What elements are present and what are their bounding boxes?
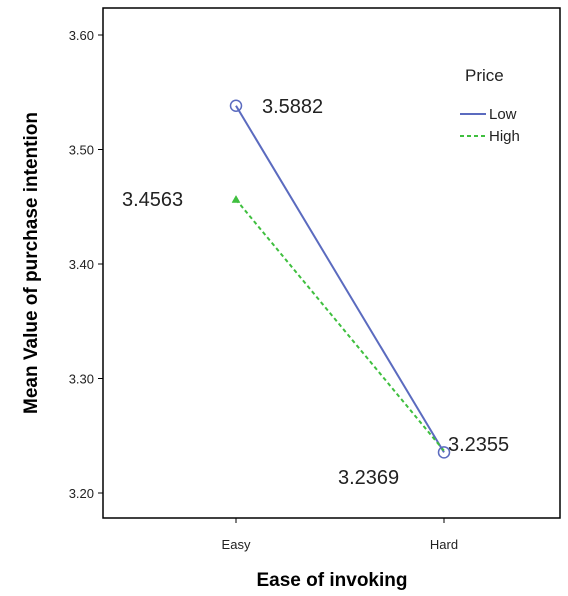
y-axis-title: Mean Value of purchase intention (21, 112, 42, 414)
legend-label-low: Low (489, 106, 517, 123)
data-point-low-easy (229, 99, 243, 113)
legend-label-high: High (489, 128, 520, 145)
series-lines (235, 105, 445, 453)
x-tick-label: Easy (222, 537, 251, 552)
legend-title: Price (465, 66, 504, 85)
x-axis-title: Ease of invoking (257, 570, 408, 591)
legend: Price Low High (460, 66, 520, 145)
y-tick-label: 3.20 (69, 486, 94, 501)
x-axis-ticks: Easy Hard (222, 518, 458, 552)
data-label-low-easy: 3.5882 (262, 96, 323, 118)
y-tick-label: 3.40 (69, 257, 94, 272)
data-point-high-easy (231, 195, 241, 203)
y-tick-label: 3.60 (69, 28, 94, 43)
x-tick-label: Hard (430, 537, 458, 552)
data-label-high-easy: 3.4563 (122, 189, 183, 211)
y-tick-label: 3.30 (69, 372, 94, 387)
y-tick-label: 3.50 (69, 143, 94, 158)
data-point-low-hard (437, 446, 451, 459)
series-line-low (235, 105, 445, 453)
data-label-low-hard: 3.2355 (448, 434, 509, 456)
y-axis-ticks: 3.20 3.30 3.40 3.50 3.60 (69, 28, 103, 501)
series-markers (229, 99, 451, 459)
data-label-high-hard: 3.2369 (338, 467, 399, 489)
series-line-high (235, 198, 445, 452)
